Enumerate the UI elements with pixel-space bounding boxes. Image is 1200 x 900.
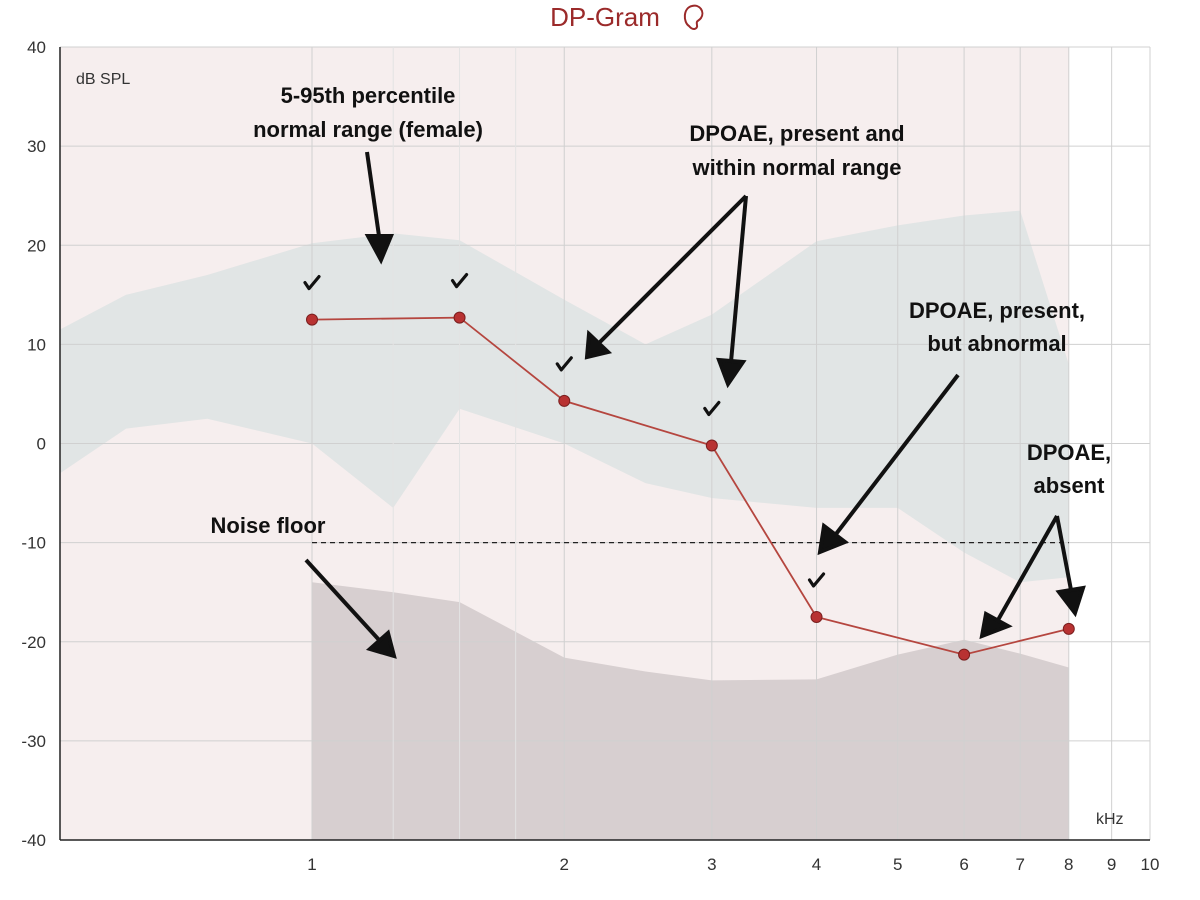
dpoae-point	[1062, 622, 1075, 635]
y-tick-label: -30	[21, 732, 46, 751]
annotation-arrows	[304, 151, 1086, 659]
axes	[59, 47, 1150, 841]
dpoae-series	[303, 273, 1075, 661]
chart-title: DP-Gram	[550, 2, 660, 32]
arrow-absent-left	[979, 515, 1059, 640]
check-icon	[807, 572, 826, 588]
annotations: 5-95th percentile normal range (female) …	[211, 83, 1112, 538]
annotation-absent-line1: DPOAE,	[1027, 440, 1111, 465]
dpoae-point	[306, 313, 318, 326]
annotation-absent-line2: absent	[1034, 473, 1106, 498]
noise-floor-area	[312, 582, 1069, 840]
y-tick-label: -40	[21, 831, 46, 850]
x-tick-label: 6	[959, 855, 968, 874]
arrow-present-normal-right	[716, 195, 748, 389]
dpoae-point	[810, 610, 823, 623]
annotation-normal-range-line2: normal range (female)	[253, 117, 483, 142]
y-axis-label: dB SPL	[76, 71, 130, 88]
y-tick-label: 20	[27, 236, 46, 255]
dpoae-point	[958, 648, 971, 661]
annotation-noise-floor: Noise floor	[211, 513, 326, 538]
x-tick-label: 8	[1064, 855, 1073, 874]
y-tick-label: 40	[27, 38, 46, 57]
x-tick-label: 2	[560, 855, 569, 874]
y-tick-labels: 40 30 20 10 0 -10 -20 -30 -40	[21, 38, 46, 850]
x-tick-label: 1	[307, 855, 316, 874]
y-tick-label: 10	[27, 335, 46, 354]
x-tick-label: 5	[893, 855, 902, 874]
dpoae-point	[705, 439, 718, 452]
annotation-present-normal-line2: within normal range	[691, 155, 901, 180]
y-tick-label: -20	[21, 633, 46, 652]
arrow-present-normal-left	[584, 194, 748, 360]
check-icon	[303, 274, 321, 291]
arrow-noise-floor	[304, 558, 397, 659]
check-icon	[450, 273, 469, 289]
y-tick-label: -10	[21, 534, 46, 553]
arrow-present-abnormal	[817, 373, 960, 556]
arrow-normal-range	[364, 151, 394, 265]
check-icon	[555, 356, 573, 372]
annotation-present-abnormal-line1: DPOAE, present,	[909, 298, 1085, 323]
x-tick-label: 3	[707, 855, 716, 874]
y-tick-label: 30	[27, 137, 46, 156]
x-tick-label: 4	[812, 855, 821, 874]
annotation-present-normal-line1: DPOAE, present and	[689, 121, 904, 146]
y-tick-label: 0	[37, 435, 46, 454]
x-axis-label: kHz	[1096, 811, 1124, 828]
x-tick-label: 7	[1015, 855, 1024, 874]
annotation-normal-range-line1: 5-95th percentile	[281, 83, 456, 108]
dpoae-point	[558, 394, 571, 407]
x-tick-labels: 1 2 3 4 5 6 7 8 9 10	[307, 855, 1159, 874]
dpoae-point	[453, 311, 466, 324]
x-tick-label: 9	[1107, 855, 1116, 874]
check-icon	[703, 400, 721, 417]
x-tick-label: 10	[1141, 855, 1160, 874]
ear-icon	[683, 4, 704, 30]
arrow-absent-right	[1055, 515, 1086, 618]
annotation-present-abnormal-line2: but abnormal	[927, 331, 1066, 356]
